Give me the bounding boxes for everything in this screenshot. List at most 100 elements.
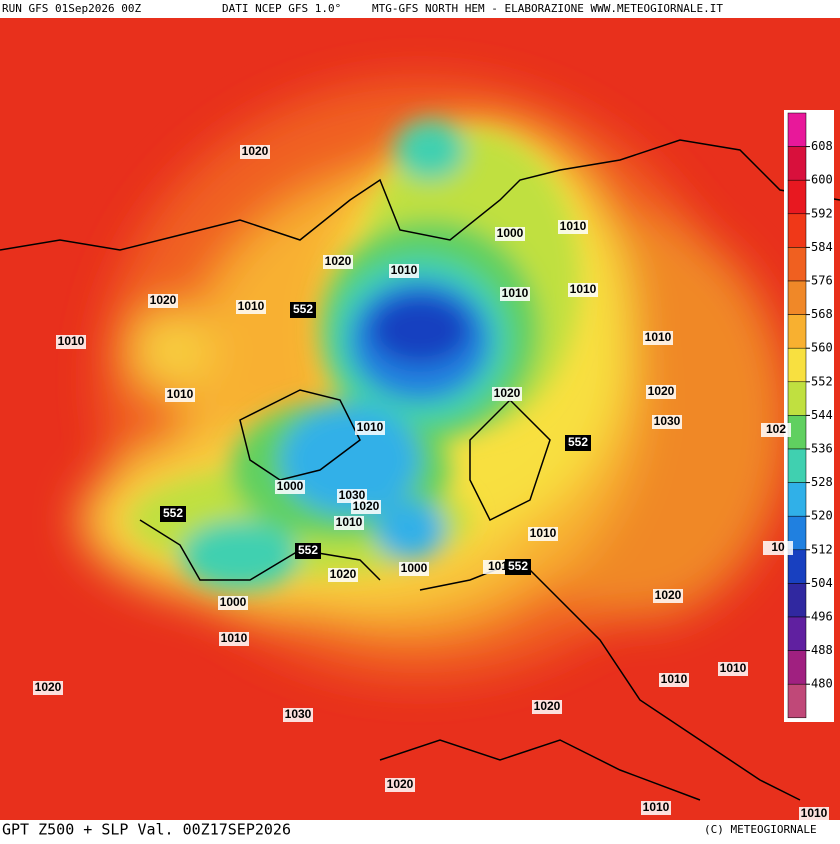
slp-label-bg (385, 778, 415, 792)
slp-label: 1010 (643, 800, 670, 814)
slp-label: 1020 (387, 777, 414, 791)
slp-label-bg (763, 541, 793, 555)
slp-label-bg (334, 516, 364, 530)
slp-label: 1010 (391, 263, 418, 277)
slp-label: 1020 (35, 680, 62, 694)
run-label: RUN GFS 01Sep2026 00Z (2, 2, 141, 15)
slp-label-bg (389, 264, 419, 278)
slp-label-bg (558, 220, 588, 234)
slp-label-bg (337, 489, 367, 503)
slp-label: 1010 (221, 631, 248, 645)
slp-label: 1000 (401, 561, 428, 575)
slp-label-bg (646, 385, 676, 399)
slp-label-bg (718, 662, 748, 676)
slp-label: 1010 (167, 387, 194, 401)
slp-label-bg (659, 673, 689, 687)
header-bar (0, 0, 840, 18)
slp-label: 1000 (220, 595, 247, 609)
z500-label-bg (295, 543, 321, 559)
slp-label-bg (218, 596, 248, 610)
slp-label: 1010 (238, 299, 265, 313)
colorbar-label: 520 (811, 509, 833, 523)
slp-label: 102 (766, 422, 786, 436)
slp-label: 1020 (150, 293, 177, 307)
coastlines (0, 139, 840, 801)
z500-label-bg (160, 506, 186, 522)
colorbar-band (787, 179, 807, 215)
slp-label-bg (643, 331, 673, 345)
slp-label-bg (799, 807, 829, 821)
slp-label: 1010 (530, 526, 557, 540)
slp-label: 1010 (58, 334, 85, 348)
colorbar-label: 544 (811, 408, 833, 422)
slp-label-bg (351, 500, 381, 514)
slp-label: 10 (771, 540, 785, 554)
colorbar-band (787, 280, 807, 315)
colorbar-band (787, 616, 807, 651)
slp-label: 1020 (242, 144, 269, 158)
slp-label-bg (568, 283, 598, 297)
z500-label-bg (505, 559, 531, 575)
colorbar-label: 608 (811, 139, 833, 153)
slp-label-bg (399, 562, 429, 576)
colorbar-label: 512 (811, 542, 833, 556)
slp-label-bg (653, 589, 683, 603)
slp-label: 1010 (357, 420, 384, 434)
slp-label: 1010 (560, 219, 587, 233)
slp-label-bg (355, 421, 385, 435)
colorbar-band (787, 650, 807, 685)
slp-label: 1010 (502, 286, 529, 300)
slp-label-bg (761, 423, 791, 437)
slp-label-bg (240, 145, 270, 159)
slp-label: 1010 (336, 515, 363, 529)
slp-label: 1020 (494, 386, 521, 400)
slp-label-bg (56, 335, 86, 349)
slp-label: 1010 (801, 806, 828, 820)
slp-label: 1020 (330, 567, 357, 581)
colorbar-label: 592 (811, 206, 833, 220)
colorbar-band (787, 247, 807, 282)
slp-label: 1010 (720, 661, 747, 675)
colorbar-label: 488 (811, 643, 833, 657)
colorbar-label: 576 (811, 274, 833, 288)
slp-label: 1010 (661, 672, 688, 686)
slp-label-bg (148, 294, 178, 308)
slp-label: 1020 (655, 588, 682, 602)
colorbar-band (787, 112, 807, 147)
map-title: MTG-GFS NORTH HEM - ELABORAZIONE WWW.MET… (372, 2, 723, 15)
z500-label: 552 (508, 559, 528, 573)
z500-label: 552 (298, 543, 318, 557)
slp-label: 1020 (648, 384, 675, 398)
slp-label-bg (323, 255, 353, 269)
colorbar-band (787, 683, 807, 719)
credit-label: (C) METEOGIORNALE (704, 823, 817, 836)
slp-label-bg (328, 568, 358, 582)
slp-label-bg (283, 708, 313, 722)
slp-label-bg (275, 480, 305, 494)
colorbar-band (787, 448, 807, 483)
slp-label: 1030 (339, 488, 366, 502)
slp-label: 1000 (277, 479, 304, 493)
slp-label: 101 (488, 559, 508, 573)
colorbar-label: 504 (811, 576, 833, 590)
colorbar-label: 480 (811, 677, 833, 691)
slp-label-bg (219, 632, 249, 646)
field (0, 18, 840, 820)
source-label: DATI NCEP GFS 1.0° (222, 2, 341, 15)
colorbar-label: 528 (811, 475, 833, 489)
colorbar-label: 560 (811, 341, 833, 355)
colorbar-band (787, 146, 807, 181)
slp-label-bg (495, 227, 525, 241)
colorbar-band (787, 583, 807, 618)
colorbar-band (787, 213, 807, 248)
footer-bar (0, 820, 840, 840)
slp-label: 1030 (285, 707, 312, 721)
slp-label: 1000 (497, 226, 524, 240)
slp-label-bg (528, 527, 558, 541)
z500-label-bg (565, 435, 591, 451)
z500-label: 552 (568, 435, 588, 449)
colorbar-label: 600 (811, 173, 833, 187)
field-label: GPT Z500 + SLP Val. 00Z17SEP2026 (2, 821, 291, 839)
z500-label: 552 (163, 506, 183, 520)
